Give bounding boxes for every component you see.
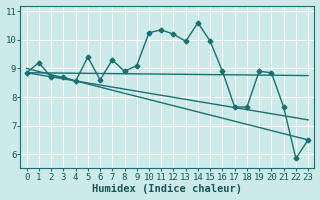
X-axis label: Humidex (Indice chaleur): Humidex (Indice chaleur) — [92, 184, 242, 194]
